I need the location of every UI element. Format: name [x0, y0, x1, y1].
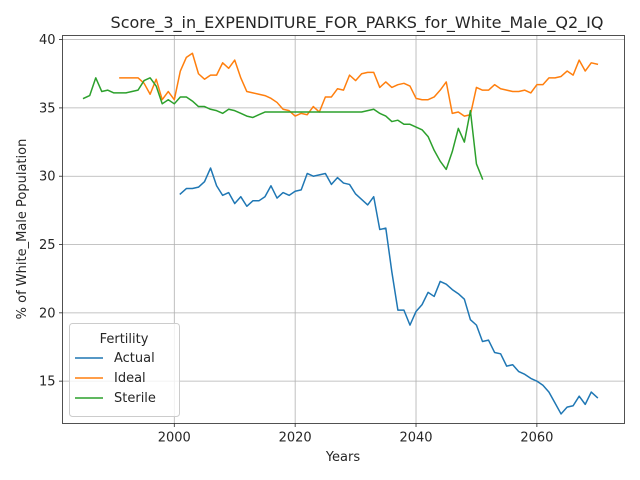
series-line-ideal [120, 53, 597, 116]
y-tick-label: 20 [39, 306, 56, 321]
y-tick-label: 35 [39, 101, 56, 116]
x-tick-label: 2060 [520, 431, 553, 446]
x-tick-label: 2020 [279, 431, 312, 446]
y-tick-label: 25 [39, 238, 56, 253]
x-tick-label: 2040 [399, 431, 432, 446]
y-tick-label: 40 [39, 33, 56, 48]
y-axis-label: % of White_Male Population [15, 139, 30, 320]
legend: Fertility Actual Ideal Sterile [70, 324, 180, 417]
chart-title: Score_3_in_EXPENDITURE_FOR_PARKS_for_Whi… [111, 13, 604, 33]
legend-label-sterile: Sterile [114, 391, 156, 406]
x-axis-label: Years [325, 450, 361, 465]
y-tick-label: 15 [39, 375, 56, 390]
legend-title: Fertility [100, 332, 149, 347]
legend-label-ideal: Ideal [114, 371, 146, 386]
series-line-actual [180, 168, 597, 414]
series-line-sterile [84, 78, 483, 179]
legend-label-actual: Actual [114, 351, 155, 366]
y-tick-label: 30 [39, 170, 56, 185]
x-axis: 2000 2020 2040 2060 [158, 424, 554, 446]
x-tick-label: 2000 [158, 431, 191, 446]
y-axis: 15 20 25 30 35 40 [39, 33, 63, 390]
